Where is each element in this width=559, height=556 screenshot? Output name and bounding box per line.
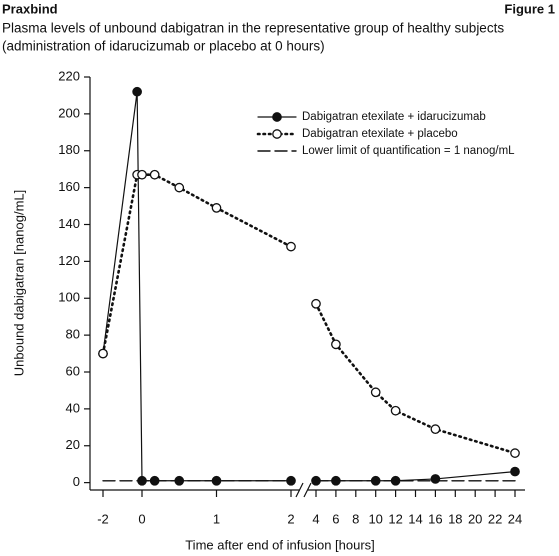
x-tick-label: 16 bbox=[428, 511, 442, 526]
y-tick-label: 140 bbox=[58, 216, 80, 231]
legend-label: Lower limit of quantification = 1 nanog/… bbox=[302, 145, 515, 157]
series-line bbox=[314, 302, 517, 455]
x-tick-label: 0 bbox=[138, 511, 145, 526]
y-tick-label: 200 bbox=[58, 105, 80, 120]
x-tick-label: 2 bbox=[287, 511, 294, 526]
x-tick-label: 20 bbox=[468, 511, 482, 526]
x-tick-label: 8 bbox=[352, 511, 359, 526]
y-tick-label: 80 bbox=[66, 327, 80, 342]
x-tick-label: -2 bbox=[97, 511, 109, 526]
x-tick-label: 4 bbox=[312, 511, 319, 526]
chart-title: Plasma levels of unbound dabigatran in t… bbox=[2, 21, 504, 36]
axis-break bbox=[303, 482, 312, 498]
y-tick-label: 0 bbox=[73, 474, 80, 489]
x-tick-label: 10 bbox=[368, 511, 382, 526]
series-line bbox=[101, 173, 293, 355]
y-axis-label: Unbound dabigatran [nanog/mL] bbox=[11, 190, 26, 376]
point bbox=[149, 169, 160, 180]
point bbox=[132, 86, 142, 97]
y-tick-label: 40 bbox=[66, 400, 80, 415]
legend-marker bbox=[272, 129, 282, 139]
point bbox=[510, 448, 520, 458]
x-tick-label: 6 bbox=[332, 511, 339, 526]
x-tick-label: 12 bbox=[388, 511, 402, 526]
header-left: Praxbind bbox=[2, 1, 58, 16]
x-tick-label: 1 bbox=[213, 511, 220, 526]
point bbox=[286, 241, 296, 252]
y-tick-label: 180 bbox=[58, 142, 80, 157]
y-tick-label: 120 bbox=[58, 253, 80, 268]
point bbox=[430, 424, 441, 435]
legend-label: Dabigatran etexilate + placebo bbox=[302, 128, 458, 140]
x-tick-label: 22 bbox=[488, 511, 502, 526]
point bbox=[370, 387, 381, 398]
legend-label: Dabigatran etexilate + idarucizumab bbox=[302, 111, 486, 123]
x-axis-label: Time after end of infusion [hours] bbox=[185, 537, 375, 552]
axis-break bbox=[295, 482, 304, 498]
y-tick-label: 20 bbox=[66, 437, 80, 452]
point bbox=[98, 348, 108, 359]
x-tick-label: 18 bbox=[448, 511, 462, 526]
point bbox=[331, 339, 341, 350]
point bbox=[211, 203, 222, 213]
x-tick-label: 24 bbox=[508, 511, 522, 526]
y-tick-label: 60 bbox=[66, 363, 80, 378]
x-tick-label: 14 bbox=[408, 511, 422, 526]
series-line bbox=[315, 470, 516, 482]
chart-subtitle: (administration of idarucizumab or place… bbox=[2, 39, 325, 54]
y-tick-label: 220 bbox=[58, 68, 80, 83]
point bbox=[174, 182, 185, 193]
series-line bbox=[102, 91, 292, 482]
point bbox=[430, 474, 441, 484]
point bbox=[137, 169, 147, 180]
point bbox=[390, 405, 401, 416]
point bbox=[311, 298, 321, 309]
header-right: Figure 1 bbox=[504, 1, 555, 16]
point bbox=[510, 466, 520, 477]
y-tick-label: 100 bbox=[58, 290, 80, 305]
y-tick-label: 160 bbox=[58, 179, 80, 194]
legend-marker bbox=[272, 112, 282, 122]
